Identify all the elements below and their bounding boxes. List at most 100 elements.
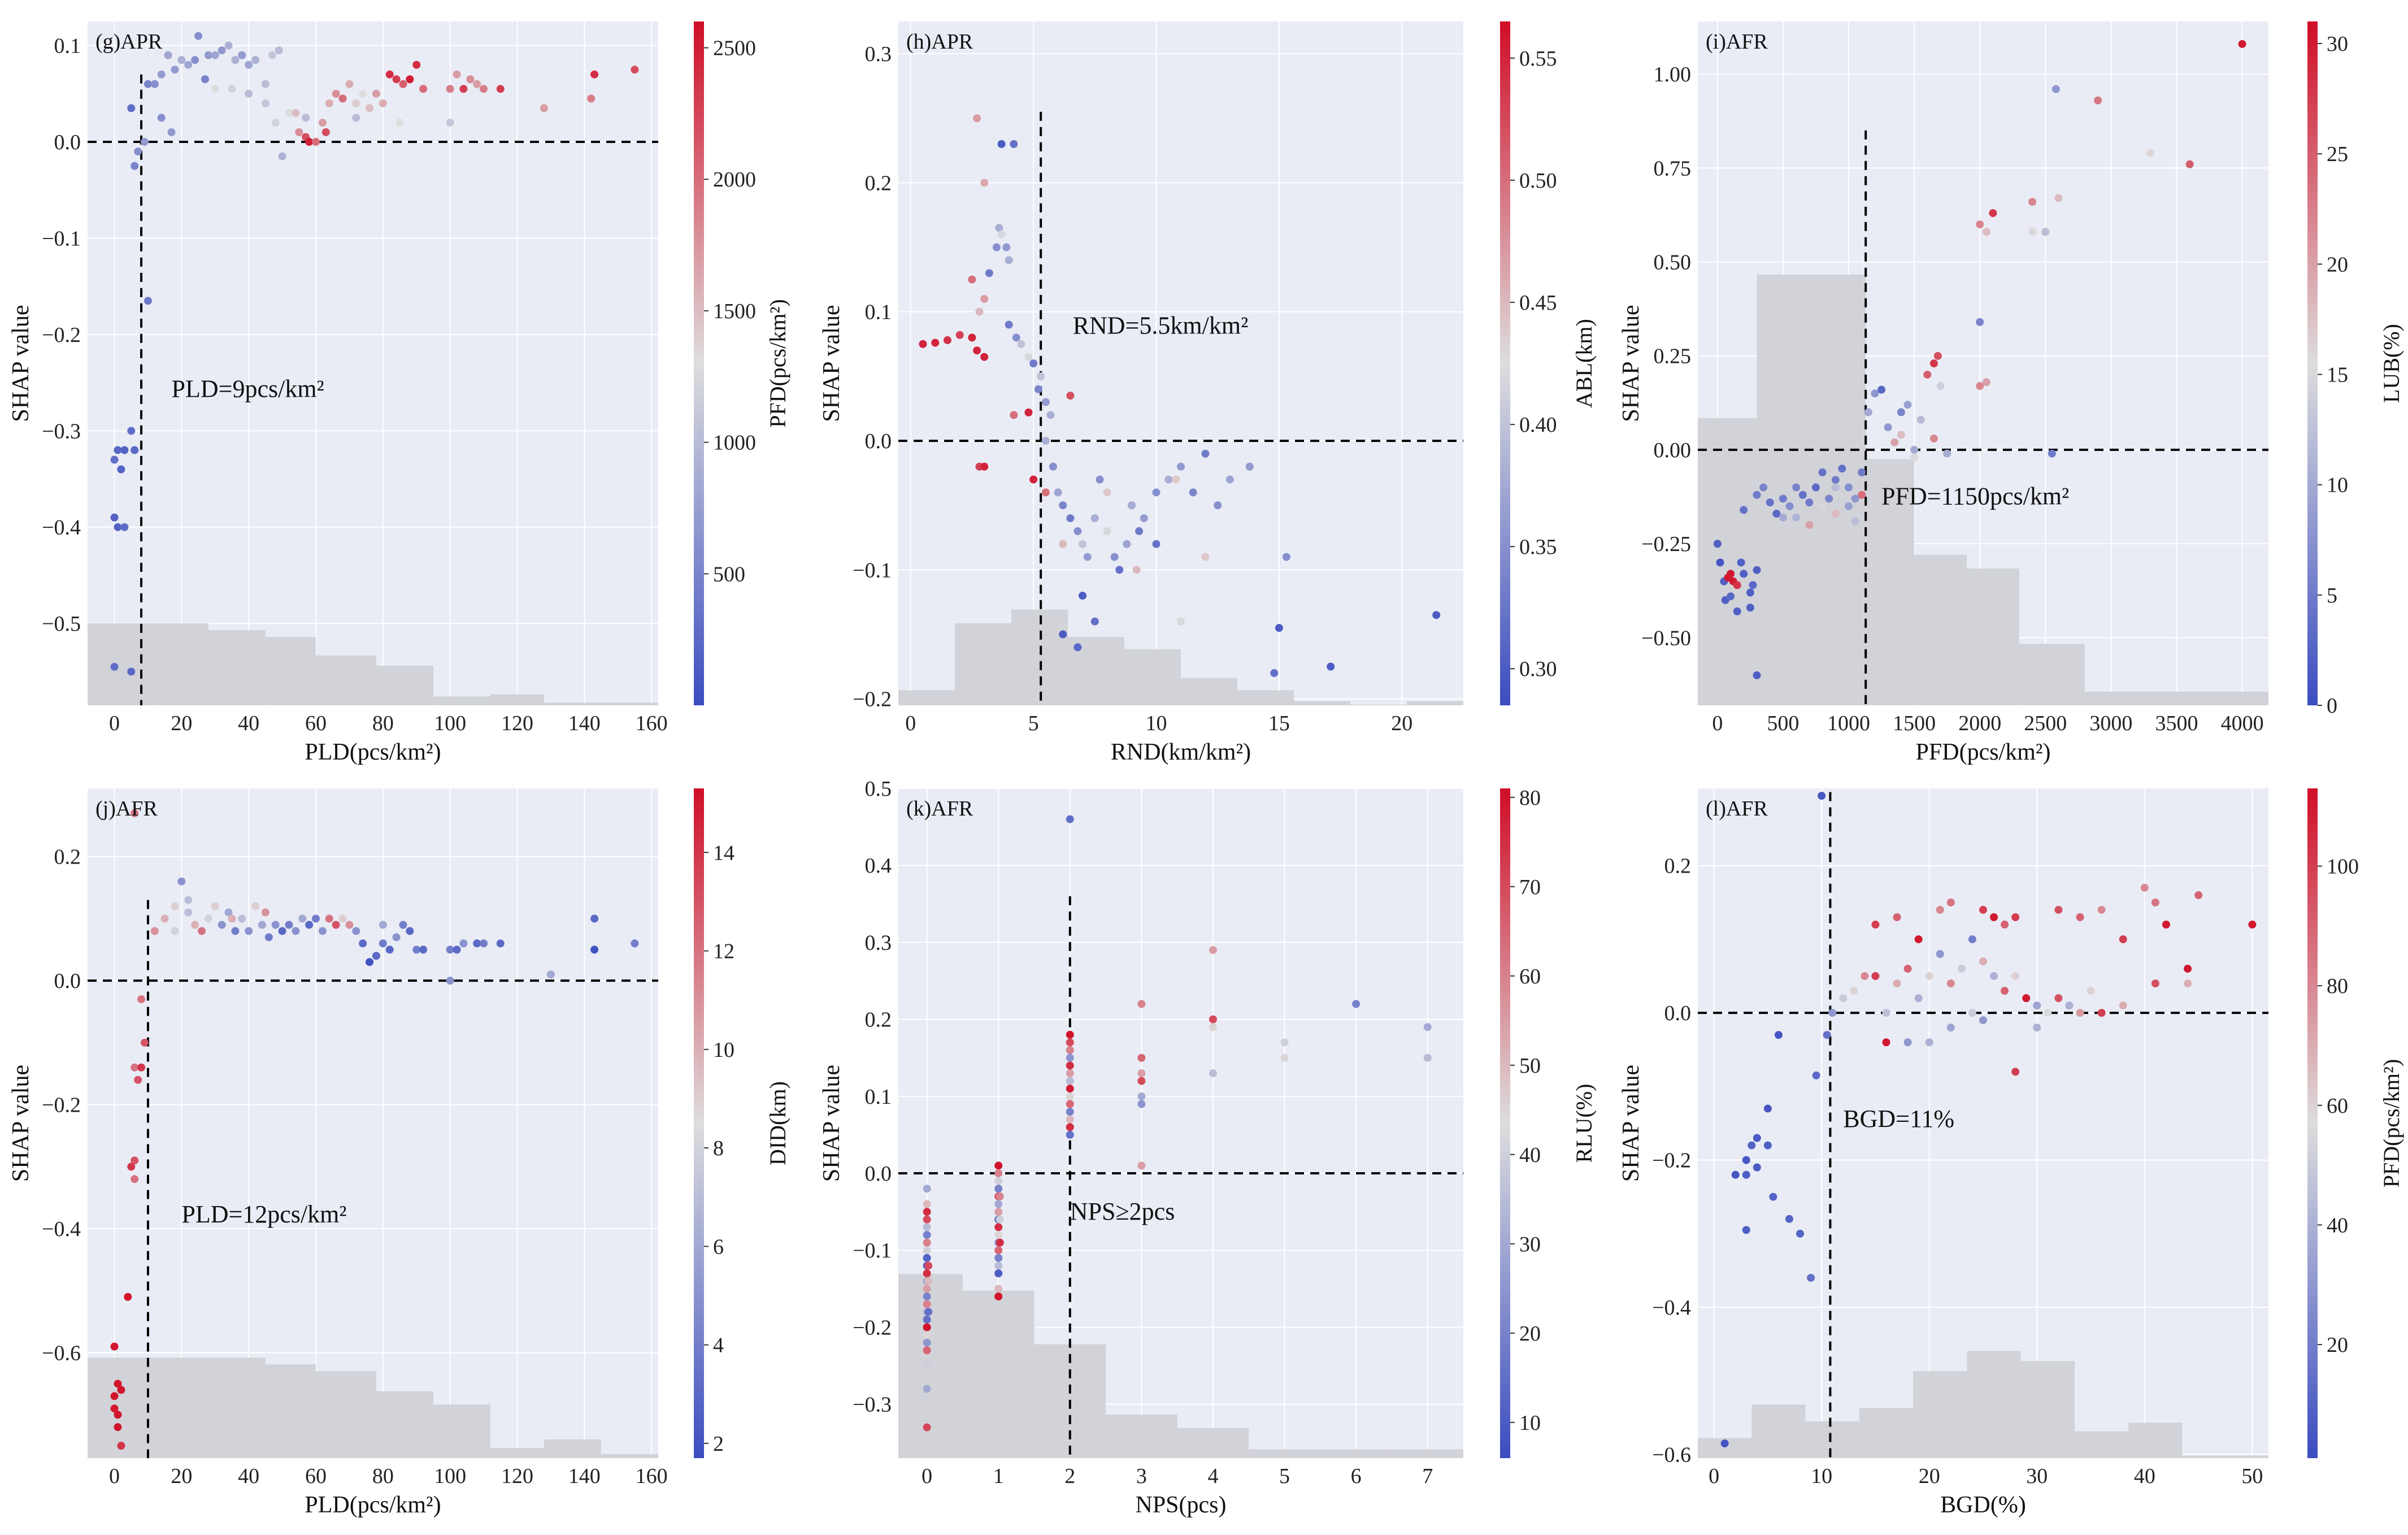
data-point <box>980 294 989 303</box>
data-point <box>245 927 253 935</box>
histogram-bar <box>154 623 208 705</box>
data-point <box>1989 209 1997 218</box>
data-point <box>2238 40 2246 48</box>
data-point <box>2184 979 2192 988</box>
data-point <box>114 1423 122 1432</box>
data-point <box>496 85 505 93</box>
plot-area <box>1698 788 2268 1458</box>
data-point <box>1423 1023 1432 1031</box>
colorbar-tick-label: 1000 <box>713 431 756 455</box>
histogram-bar <box>898 690 955 705</box>
colorbar-tick-label: 80 <box>2327 974 2348 998</box>
data-point <box>997 140 1006 148</box>
data-point <box>352 927 360 935</box>
data-point <box>1818 468 1827 476</box>
data-point <box>359 89 367 98</box>
colorbar <box>694 21 704 705</box>
data-point <box>1066 1100 1074 1108</box>
histogram-bar <box>490 694 544 705</box>
data-point <box>1976 381 1984 390</box>
data-point <box>2094 96 2102 105</box>
panel-1: (h)APR RND=5.5km/km² 0 5 10 15 20 0.3 0.2 0.1 0.0 −… <box>819 21 1597 765</box>
data-point <box>271 118 280 127</box>
data-point <box>1041 398 1050 406</box>
colorbar <box>2307 788 2318 1458</box>
colorbar-tick-label: 500 <box>713 562 745 586</box>
histogram-bar <box>1866 459 1915 705</box>
data-point <box>1893 979 1901 988</box>
data-point <box>2151 979 2159 988</box>
x-tick-label: 6 <box>1351 1464 1362 1488</box>
data-point <box>1432 611 1441 619</box>
data-point <box>224 908 233 917</box>
y-tick-label: −0.4 <box>42 516 81 540</box>
y-axis-label: SHAP value <box>819 305 845 422</box>
data-point <box>1010 411 1018 419</box>
x-tick-label: 5 <box>1028 712 1039 735</box>
data-point <box>1831 483 1840 492</box>
data-point <box>157 114 166 122</box>
data-point <box>1772 509 1781 518</box>
data-point <box>245 89 253 98</box>
histogram-bar <box>544 703 601 705</box>
data-point <box>1779 495 1787 503</box>
y-axis-label: SHAP value <box>8 1065 34 1182</box>
data-point <box>144 80 152 88</box>
colorbar-tick-label: 30 <box>1519 1233 1541 1256</box>
data-point <box>1046 411 1055 419</box>
y-tick-label: 0.0 <box>865 430 892 453</box>
data-point <box>590 946 599 954</box>
colorbar-tick-label: 8 <box>713 1137 724 1160</box>
data-point <box>1746 588 1754 597</box>
data-point <box>1037 372 1045 380</box>
data-point <box>131 1156 139 1165</box>
data-point <box>1079 591 1087 600</box>
data-point <box>127 1163 136 1171</box>
data-point <box>1914 935 1923 943</box>
data-point <box>923 1331 931 1339</box>
data-point <box>379 99 387 107</box>
data-point <box>1128 501 1136 510</box>
data-point <box>923 1246 931 1255</box>
data-point <box>120 523 129 531</box>
data-point <box>201 75 209 84</box>
data-point <box>1002 243 1011 252</box>
data-point <box>975 307 984 316</box>
colorbar-label: RLU(%) <box>1571 1084 1597 1163</box>
histogram-bar <box>1249 1449 1320 1458</box>
data-point <box>1742 1170 1750 1179</box>
data-point <box>271 921 280 929</box>
data-point <box>127 104 136 112</box>
y-tick-label: 0.2 <box>54 845 81 869</box>
data-point <box>1024 408 1033 417</box>
data-point <box>1066 1108 1074 1116</box>
data-point <box>1968 1009 1976 1017</box>
data-point <box>1910 453 1919 462</box>
data-point <box>117 1386 125 1394</box>
data-point <box>204 51 212 59</box>
y-tick-label: −0.2 <box>853 1316 892 1339</box>
histogram-bar <box>265 637 316 705</box>
data-point <box>955 331 964 339</box>
x-tick-label: 10 <box>1811 1464 1832 1488</box>
x-tick-label: 60 <box>305 1464 327 1488</box>
data-point <box>996 1215 1004 1224</box>
data-point <box>1976 318 1984 326</box>
data-point <box>285 109 293 117</box>
data-point <box>1903 1038 1912 1047</box>
colorbar-tick-label: 0.50 <box>1519 169 1557 193</box>
data-point <box>134 148 142 156</box>
data-point <box>2001 987 2009 995</box>
x-tick-label: 20 <box>1919 1464 1940 1488</box>
data-point <box>1979 957 1987 966</box>
data-point <box>1785 502 1794 510</box>
data-point <box>480 939 488 948</box>
data-point <box>1916 415 1925 424</box>
data-point <box>1115 566 1124 574</box>
x-tick-label: 3000 <box>2089 712 2132 735</box>
data-point <box>137 995 146 1004</box>
data-point <box>924 1261 933 1270</box>
data-point <box>305 921 314 929</box>
y-tick-label: 0.0 <box>54 131 81 154</box>
y-tick-label: 0.4 <box>865 854 892 878</box>
